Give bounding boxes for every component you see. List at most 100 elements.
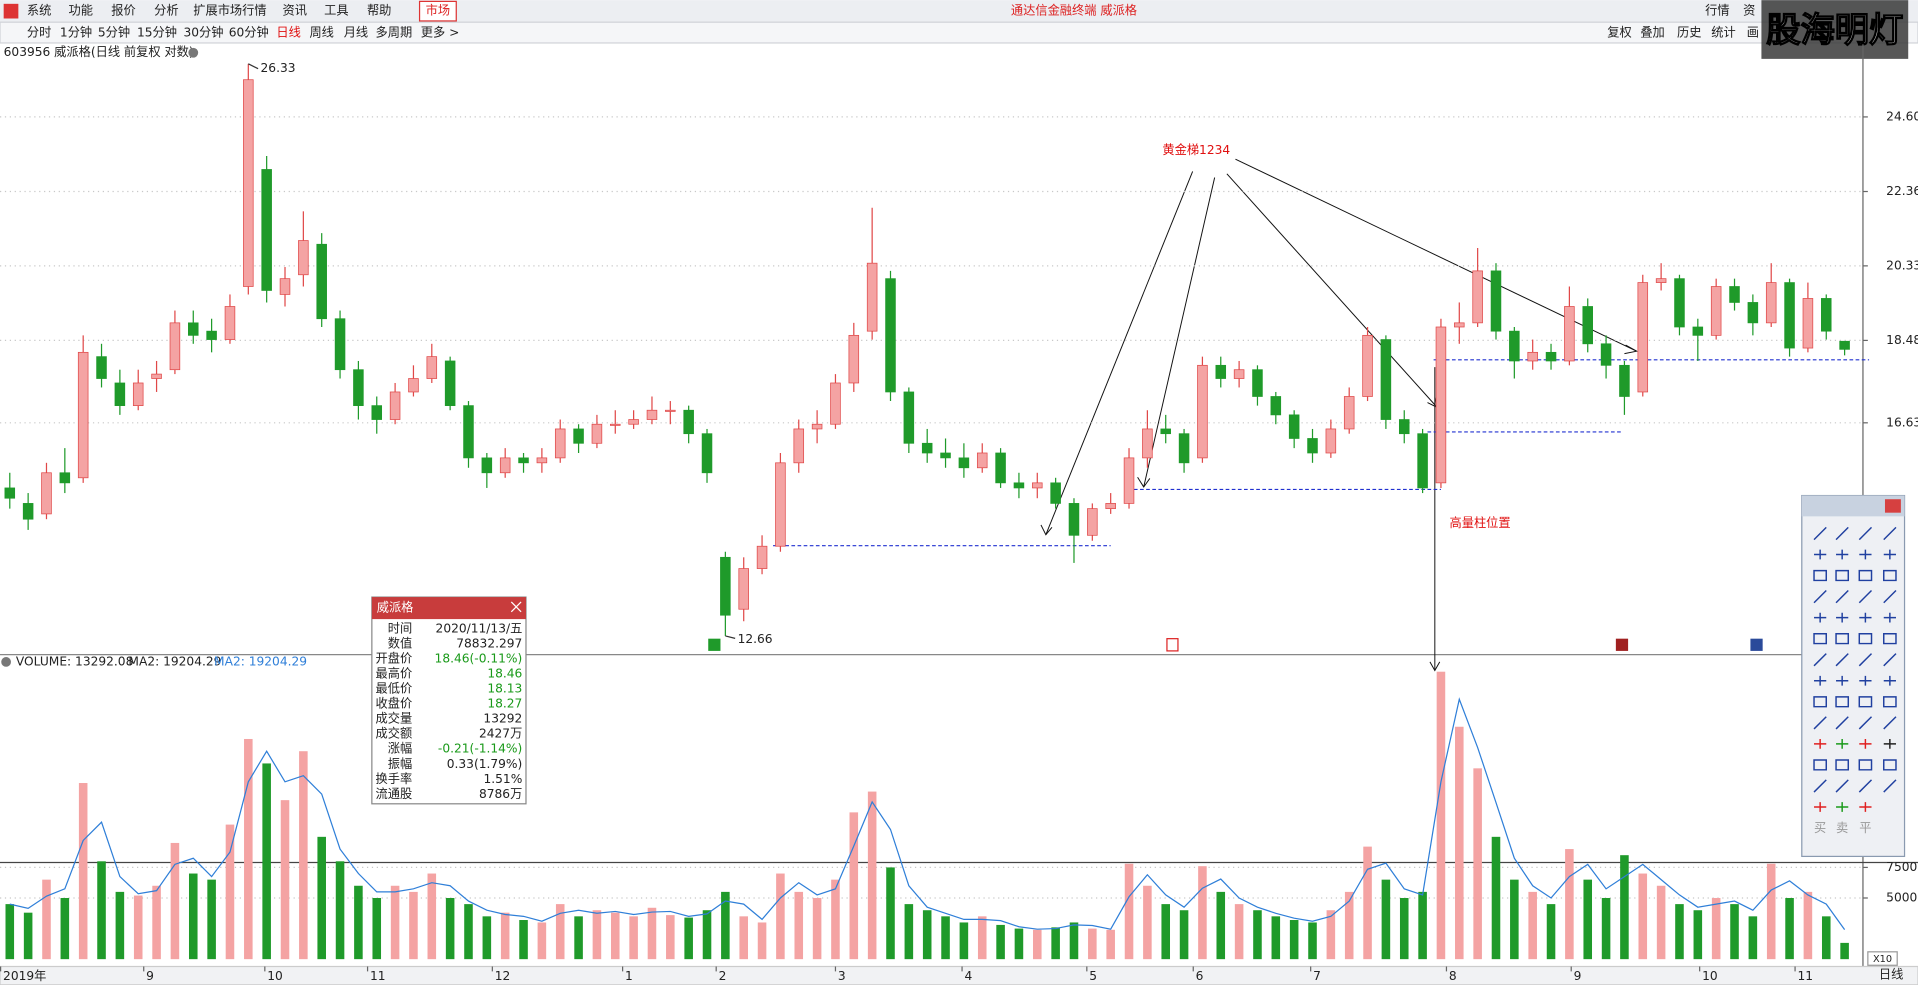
tool-icon[interactable] bbox=[1859, 549, 1872, 560]
menu-item[interactable]: 报价 bbox=[111, 3, 135, 18]
tool-button[interactable]: 统计 bbox=[1711, 26, 1735, 40]
volume-bar bbox=[207, 879, 216, 960]
period-tab[interactable]: 多周期 bbox=[376, 26, 413, 40]
tool-icon[interactable] bbox=[1835, 759, 1850, 771]
tool-icon[interactable] bbox=[1858, 716, 1873, 730]
toolbox-label[interactable]: 平 bbox=[1859, 821, 1871, 835]
menu-item[interactable]: 资讯 bbox=[283, 4, 307, 18]
period-tab[interactable]: 15分钟 bbox=[137, 25, 177, 40]
period-tab[interactable]: 更多 > bbox=[421, 26, 460, 40]
tool-icon[interactable] bbox=[1883, 612, 1896, 623]
tool-icon[interactable] bbox=[1883, 738, 1896, 749]
tool-icon[interactable] bbox=[1858, 696, 1873, 708]
period-tab[interactable]: 日线 bbox=[276, 26, 300, 40]
period-tab[interactable]: 1分钟 bbox=[60, 25, 92, 40]
tool-button[interactable]: 叠加 bbox=[1640, 26, 1664, 40]
tool-icon[interactable] bbox=[1813, 526, 1827, 541]
tool-icon[interactable] bbox=[1814, 612, 1827, 623]
period-tab[interactable]: 分时 bbox=[27, 26, 51, 40]
tool-icon[interactable] bbox=[1858, 653, 1873, 667]
tool-icon[interactable] bbox=[1859, 675, 1872, 686]
tool-icon[interactable] bbox=[1883, 589, 1897, 604]
tool-icon[interactable] bbox=[1813, 653, 1827, 667]
menu-item[interactable]: 系统 bbox=[27, 4, 51, 18]
tool-icon[interactable] bbox=[1836, 675, 1849, 686]
tool-icon[interactable] bbox=[1883, 779, 1897, 793]
tool-icon[interactable] bbox=[1858, 526, 1873, 541]
tool-icon[interactable] bbox=[1836, 738, 1849, 749]
event-marker[interactable] bbox=[1166, 638, 1179, 652]
tool-icon[interactable] bbox=[1883, 675, 1896, 686]
period-tab[interactable]: 月线 bbox=[344, 26, 368, 40]
event-marker[interactable] bbox=[1615, 638, 1629, 651]
market-tab[interactable] bbox=[418, 0, 457, 22]
tool-icon[interactable] bbox=[1813, 716, 1827, 730]
tool-icon[interactable] bbox=[1836, 802, 1849, 812]
candle-body bbox=[1765, 282, 1777, 324]
toolbox-label[interactable]: 买 bbox=[1814, 821, 1826, 835]
volume-bar bbox=[1381, 879, 1391, 960]
tool-icon[interactable] bbox=[1883, 716, 1897, 730]
tool-icon[interactable] bbox=[1835, 589, 1849, 604]
tool-icon[interactable] bbox=[1813, 589, 1827, 604]
tool-icon[interactable] bbox=[1836, 549, 1849, 560]
tool-icon[interactable] bbox=[1813, 633, 1827, 645]
menu-item[interactable]: 扩展市场行情 bbox=[193, 3, 266, 18]
tool-icon[interactable] bbox=[1814, 738, 1827, 749]
tool-button[interactable]: 复权 bbox=[1607, 26, 1631, 40]
tool-icon[interactable] bbox=[1813, 779, 1827, 793]
info-label: 收盘价 bbox=[376, 696, 413, 711]
tool-icon[interactable] bbox=[1814, 802, 1827, 812]
tool-button[interactable]: 画 bbox=[1747, 26, 1759, 40]
menu-item[interactable]: 功能 bbox=[69, 4, 93, 18]
market-tab-label[interactable]: 市场 bbox=[426, 3, 450, 18]
tool-icon[interactable] bbox=[1814, 549, 1827, 560]
candle-body bbox=[1820, 298, 1832, 332]
tool-icon[interactable] bbox=[1835, 526, 1849, 541]
top-button[interactable]: 资 bbox=[1743, 4, 1755, 18]
tool-icon[interactable] bbox=[1858, 759, 1873, 771]
tool-icon[interactable] bbox=[1883, 759, 1897, 771]
menu-item[interactable]: 帮助 bbox=[367, 4, 391, 18]
tool-icon[interactable] bbox=[1858, 589, 1873, 604]
tool-icon[interactable] bbox=[1859, 738, 1872, 749]
tool-button[interactable]: 历史 bbox=[1677, 26, 1701, 40]
tool-icon[interactable] bbox=[1859, 802, 1872, 812]
toolbox-label[interactable]: 卖 bbox=[1836, 821, 1848, 835]
tool-icon[interactable] bbox=[1883, 526, 1897, 541]
tool-icon[interactable] bbox=[1835, 696, 1850, 708]
tool-icon[interactable] bbox=[1883, 549, 1896, 560]
tool-icon[interactable] bbox=[1813, 696, 1827, 708]
tool-icon[interactable] bbox=[1835, 569, 1850, 582]
tool-icon[interactable] bbox=[1883, 569, 1897, 582]
tool-icon[interactable] bbox=[1836, 612, 1849, 623]
tool-icon[interactable] bbox=[1835, 779, 1849, 793]
tool-icon[interactable] bbox=[1883, 633, 1897, 645]
period-tab[interactable]: 周线 bbox=[309, 26, 333, 40]
period-tab[interactable]: 5分钟 bbox=[98, 25, 130, 40]
tool-icon[interactable] bbox=[1859, 612, 1872, 623]
tool-icon[interactable] bbox=[1858, 779, 1873, 793]
tool-icon[interactable] bbox=[1858, 633, 1873, 645]
event-marker[interactable] bbox=[708, 638, 721, 651]
tool-icon[interactable] bbox=[1883, 696, 1897, 708]
tool-icon[interactable] bbox=[1813, 569, 1827, 582]
top-button[interactable]: 行情 bbox=[1705, 4, 1729, 18]
close-icon[interactable] bbox=[510, 601, 522, 613]
toolbox-close[interactable] bbox=[1884, 499, 1901, 513]
volume-menu-icon[interactable] bbox=[1, 657, 12, 667]
tool-icon[interactable] bbox=[1835, 716, 1849, 730]
candle-body bbox=[206, 330, 217, 340]
tool-icon[interactable] bbox=[1814, 675, 1827, 686]
period-tab[interactable]: 60分钟 bbox=[229, 25, 269, 40]
event-marker[interactable] bbox=[1750, 638, 1763, 651]
menu-item[interactable]: 工具 bbox=[324, 4, 348, 18]
menu-item[interactable]: 分析 bbox=[154, 4, 178, 18]
title-menu-icon[interactable] bbox=[188, 47, 199, 58]
tool-icon[interactable] bbox=[1883, 653, 1897, 667]
tool-icon[interactable] bbox=[1813, 759, 1827, 771]
period-tab[interactable]: 30分钟 bbox=[183, 25, 223, 40]
tool-icon[interactable] bbox=[1835, 653, 1849, 667]
tool-icon[interactable] bbox=[1858, 569, 1873, 582]
tool-icon[interactable] bbox=[1835, 633, 1850, 645]
